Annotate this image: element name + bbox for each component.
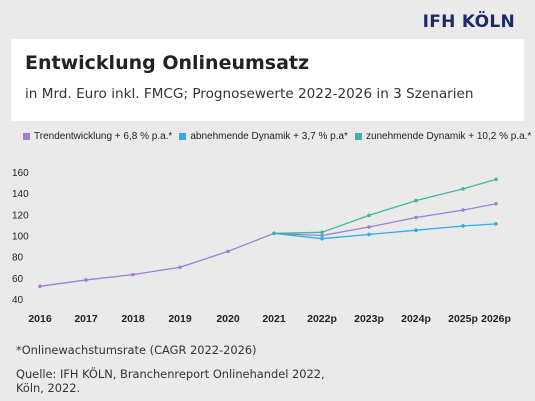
y-tick-label: 140 xyxy=(12,189,29,200)
data-point-trend xyxy=(367,225,371,229)
x-tick-label: 2026p xyxy=(481,313,511,325)
legend-label-zunehmend: zunehmende Dynamik + 10,2 % p.a.* xyxy=(365,131,532,142)
y-tick-label: 160 xyxy=(12,168,29,179)
series-line-abnehmend xyxy=(273,223,497,240)
chart-legend: Trendentwicklung + 6,8 % p.a.* abnehmend… xyxy=(23,131,535,142)
data-point-history xyxy=(38,284,42,289)
data-point-abnehmend xyxy=(494,222,498,226)
data-point-trend xyxy=(414,215,418,220)
data-point-history xyxy=(178,265,182,270)
series-line-trend xyxy=(273,203,497,237)
x-tick-label: 2021 xyxy=(262,313,286,325)
data-point-zunehmend xyxy=(461,187,465,191)
y-tick-label: 80 xyxy=(12,253,24,264)
data-point-trend xyxy=(461,208,465,212)
x-tick-label: 2023p xyxy=(354,313,384,325)
y-tick-label: 60 xyxy=(12,274,24,285)
data-point-history xyxy=(226,249,230,254)
chart-subtitle: in Mrd. Euro inkl. FMCG; Prognosewerte 2… xyxy=(25,86,474,102)
x-tick-label: 2022p xyxy=(307,313,337,325)
data-point-abnehmend xyxy=(461,224,465,228)
x-tick-label: 2018 xyxy=(121,313,145,325)
source-note: Quelle: IFH KÖLN, Branchenreport Onlineh… xyxy=(16,367,325,395)
x-tick-label: 2017 xyxy=(74,313,98,325)
data-point-zunehmend xyxy=(272,231,276,236)
legend-swatch-zunehmend xyxy=(354,133,362,140)
data-point-abnehmend xyxy=(414,228,418,233)
legend-label-trend: Trendentwicklung + 6,8 % p.a.* xyxy=(34,131,173,142)
x-tick-label: 2025p xyxy=(448,313,478,325)
x-tick-label: 2024p xyxy=(401,313,431,325)
series-line-zunehmend xyxy=(273,178,497,235)
y-tick-label: 120 xyxy=(12,210,29,221)
title-box: Entwicklung Onlineumsatz in Mrd. Euro in… xyxy=(11,39,524,121)
y-tick-label: 40 xyxy=(12,295,24,306)
data-point-zunehmend xyxy=(494,177,498,182)
data-point-history xyxy=(84,278,88,282)
x-tick-label: 2020 xyxy=(216,313,240,325)
legend-swatch-abnehmend xyxy=(179,133,187,140)
data-point-abnehmend xyxy=(320,236,324,241)
data-point-abnehmend xyxy=(367,232,371,237)
legend-label-abnehmend: abnehmende Dynamik + 3,7 % p.a* xyxy=(190,131,348,142)
data-point-trend xyxy=(320,233,324,238)
x-tick-label: 2019 xyxy=(168,313,192,325)
legend-swatch-trend xyxy=(23,133,30,140)
legend-item-trend: Trendentwicklung + 6,8 % p.a.* xyxy=(23,131,172,142)
chart-title: Entwicklung Onlineumsatz xyxy=(25,52,310,74)
x-tick-label: 2016 xyxy=(28,313,52,325)
data-point-history xyxy=(131,272,135,277)
data-point-zunehmend xyxy=(367,213,371,218)
data-point-zunehmend xyxy=(320,230,324,235)
brand-logo: IFH KÖLN xyxy=(422,12,515,32)
footnote: *Onlinewachstumsrate (CAGR 2022-2026) xyxy=(16,343,257,357)
y-tick-label: 100 xyxy=(12,232,29,243)
data-point-trend xyxy=(494,201,498,206)
legend-item-zunehmend: zunehmende Dynamik + 10,2 % p.a.* xyxy=(354,131,532,142)
legend-item-abnehmend: abnehmende Dynamik + 3,7 % p.a* xyxy=(179,131,348,142)
series-line-history xyxy=(39,232,275,287)
data-point-zunehmend xyxy=(414,198,418,203)
